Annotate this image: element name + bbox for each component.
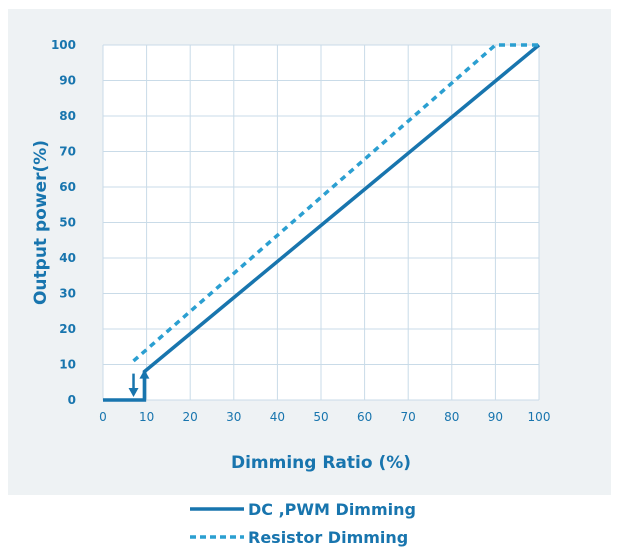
y-tick-label: 80 [59, 109, 76, 123]
y-tick-label: 10 [59, 358, 76, 372]
hysteresis-down-arrow-icon [128, 388, 139, 397]
x-tick-label: 80 [444, 410, 459, 424]
series-line-resistor [132, 43, 539, 363]
x-tick-label: 90 [488, 410, 503, 424]
legend: DC ,PWM Dimming Resistor Dimming [0, 497, 619, 547]
y-tick-label: 20 [59, 322, 76, 336]
chart-svg: 0 10 20 30 40 50 60 70 80 90 100 0 10 20 30 40 50 60 70 80 9… [31, 38, 551, 473]
x-tick-label: 20 [183, 410, 198, 424]
x-tick-label: 70 [401, 410, 416, 424]
legend-item-dc-pwm: DC ,PWM Dimming [190, 497, 416, 521]
legend-item-resistor: Resistor Dimming [190, 525, 408, 549]
y-tick-label: 40 [59, 251, 76, 265]
y-tick-label: 100 [51, 38, 76, 52]
y-tick-label: 60 [59, 180, 76, 194]
y-tick-label: 90 [59, 74, 76, 88]
x-tick-label: 100 [528, 410, 551, 424]
y-tick-label: 0 [68, 393, 76, 407]
x-tick-label: 0 [99, 410, 107, 424]
legend-dashed-line-icon [190, 535, 244, 539]
y-axis-title: Output power(%) [31, 140, 51, 305]
y-tick-label: 30 [59, 287, 76, 301]
legend-label-dc-pwm: DC ,PWM Dimming [248, 499, 416, 519]
x-tick-label: 10 [139, 410, 154, 424]
x-axis-title: Dimming Ratio (%) [231, 453, 411, 473]
x-tick-label: 60 [357, 410, 372, 424]
x-tick-label: 40 [270, 410, 285, 424]
x-tick-label: 30 [226, 410, 241, 424]
hysteresis-up-arrow-icon [139, 369, 150, 379]
legend-solid-line-icon [190, 507, 244, 511]
series-line-dc-pwm [103, 43, 541, 402]
x-tick-label: 50 [313, 410, 328, 424]
legend-label-resistor: Resistor Dimming [248, 527, 409, 547]
y-tick-label: 50 [59, 216, 76, 230]
chart-panel: 0 10 20 30 40 50 60 70 80 90 100 0 10 20 30 40 50 60 70 80 9… [8, 9, 611, 495]
y-tick-label: 70 [59, 145, 76, 159]
